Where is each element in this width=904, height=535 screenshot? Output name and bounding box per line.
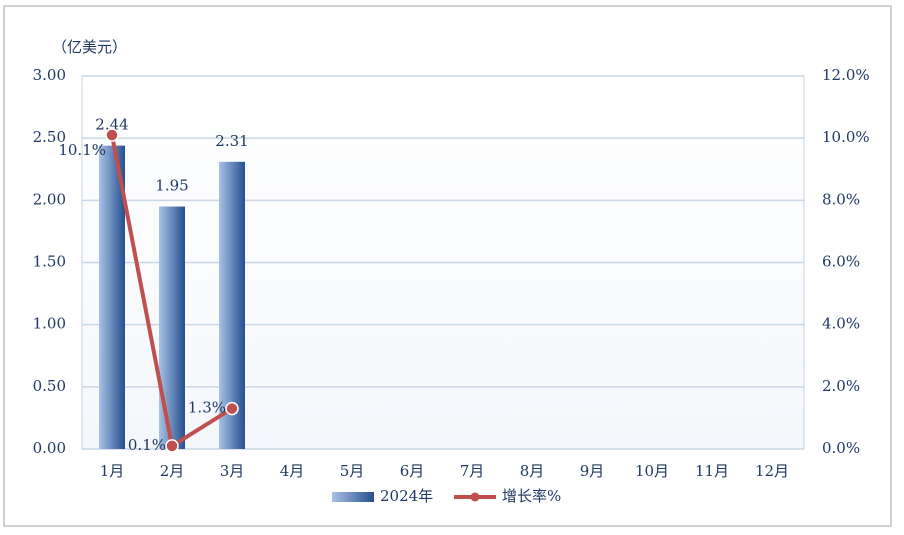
- line-marker: [165, 439, 179, 453]
- line-value-label: 0.1%: [128, 436, 166, 454]
- x-tick-label: 3月: [220, 462, 245, 480]
- x-tick-label: 11月: [695, 462, 729, 480]
- bar: [159, 206, 185, 449]
- legend-swatch-marker: [470, 492, 480, 502]
- x-tick-label: 4月: [280, 462, 305, 480]
- x-tick-label: 10月: [635, 462, 669, 480]
- x-tick-label: 9月: [580, 462, 605, 480]
- legend-label: 2024年: [380, 487, 433, 505]
- y-tick-label: 2.50: [33, 128, 66, 146]
- line-marker: [225, 401, 239, 416]
- y-tick-label: 0.50: [33, 377, 66, 395]
- y2-tick-label: 10.0%: [822, 128, 870, 146]
- line-value-label: 1.3%: [188, 399, 226, 417]
- y-tick-label: 0.00: [33, 439, 66, 457]
- y2-tick-label: 8.0%: [822, 190, 860, 208]
- legend-swatch: [332, 492, 374, 502]
- y2-tick-label: 2.0%: [822, 377, 860, 395]
- y-tick-label: 2.00: [33, 190, 66, 208]
- line-marker: [105, 128, 119, 142]
- x-tick-label: 8月: [520, 462, 545, 480]
- y2-tick-label: 0.0%: [822, 439, 860, 457]
- y-tick-label: 1.00: [33, 315, 66, 333]
- x-tick-label: 1月: [100, 462, 125, 480]
- x-tick-label: 2月: [160, 462, 185, 480]
- bar-value-label: 1.95: [155, 177, 188, 195]
- y-axis-label: （亿美元）: [52, 38, 127, 56]
- x-tick-label: 6月: [400, 462, 425, 480]
- x-tick-label: 12月: [755, 462, 789, 480]
- x-tick-label: 5月: [340, 462, 365, 480]
- y-tick-label: 1.50: [33, 253, 66, 271]
- y-tick-label: 3.00: [33, 66, 66, 84]
- x-tick-label: 7月: [460, 462, 485, 480]
- line-value-label: 10.1%: [58, 141, 106, 159]
- y2-tick-label: 6.0%: [822, 253, 860, 271]
- bar: [219, 161, 245, 450]
- bar: [99, 145, 125, 450]
- bar-value-label: 2.44: [95, 116, 128, 134]
- y2-tick-label: 12.0%: [822, 66, 870, 84]
- bar-value-label: 2.31: [215, 132, 248, 150]
- y2-tick-label: 4.0%: [822, 315, 860, 333]
- legend-label: 增长率%: [502, 487, 561, 505]
